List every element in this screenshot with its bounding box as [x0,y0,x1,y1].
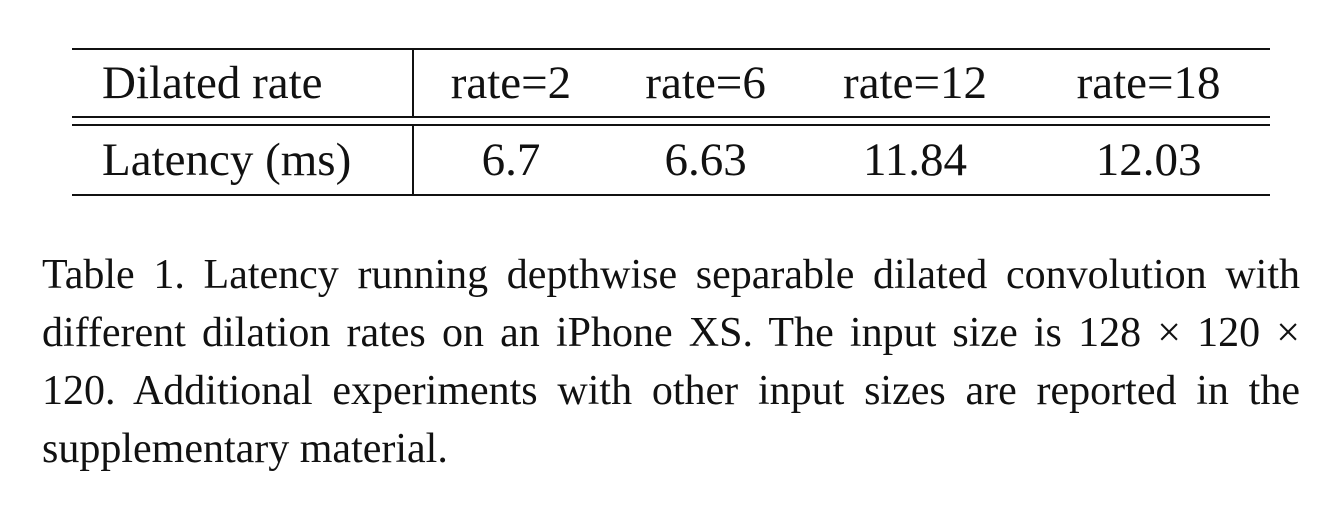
header-stub-dilated-rate: Dilated rate [72,48,414,118]
table-row: Latency (ms) 6.7 6.63 11.84 12.03 [72,125,1270,196]
cell-latency-rate-2: 6.7 [412,125,609,196]
latency-table-container: Dilated rate rate=2 rate=6 rate=12 rate=… [72,48,1270,196]
double-rule-spacer [72,117,1270,126]
double-rule-gap [72,117,1270,126]
cell-latency-rate-18: 12.03 [1027,125,1270,196]
cell-latency-rate-6: 6.63 [608,125,803,196]
row-label-latency: Latency (ms) [72,125,414,196]
cell-latency-rate-12: 11.84 [802,125,1028,196]
table-header-row: Dilated rate rate=2 rate=6 rate=12 rate=… [72,48,1270,118]
header-rate-12: rate=12 [802,48,1028,118]
header-rate-6: rate=6 [608,48,803,118]
header-rate-18: rate=18 [1027,48,1270,118]
table-caption: Table 1. Latency running depthwise separ… [42,252,1300,472]
latency-table: Dilated rate rate=2 rate=6 rate=12 rate=… [72,48,1270,196]
header-rate-2: rate=2 [412,48,609,118]
